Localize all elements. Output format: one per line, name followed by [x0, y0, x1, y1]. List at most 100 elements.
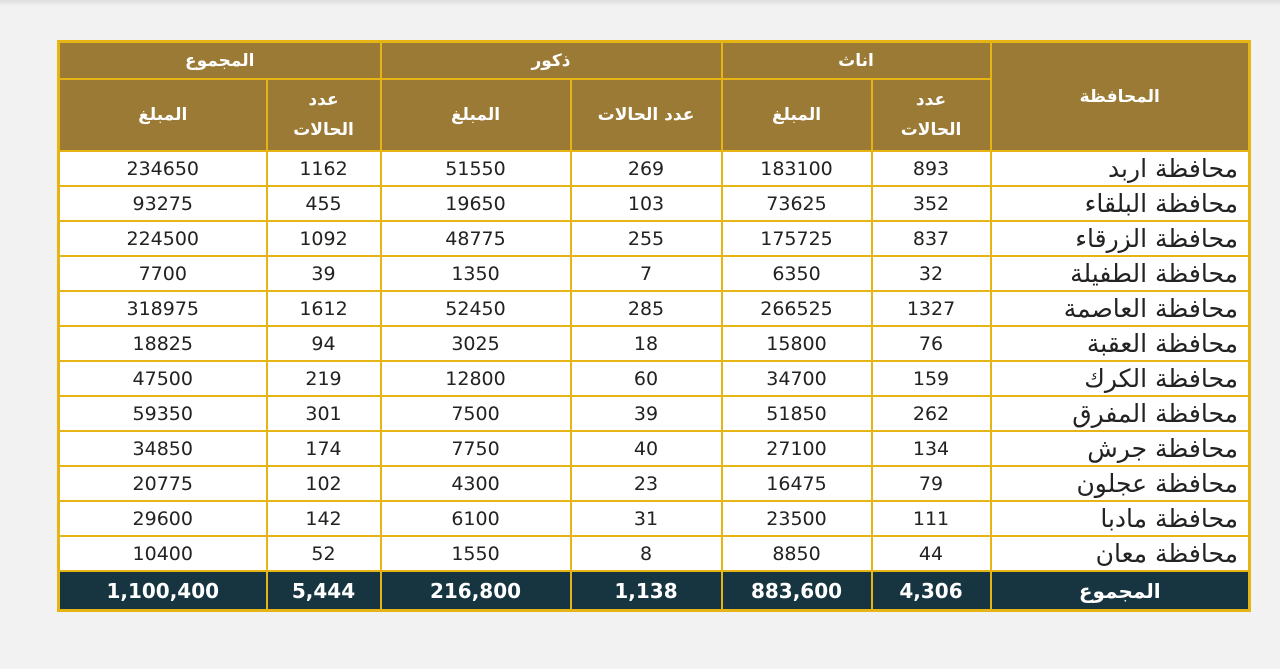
header-total: المجموع: [57, 40, 382, 80]
males-amount-cell: 48775: [379, 220, 572, 257]
table-row: محافظة عجلون 79 16475 23 4300 102 20775: [57, 465, 1251, 502]
males-amount-cell: 52450: [379, 290, 572, 327]
total-amount-cell: 47500: [57, 360, 268, 397]
table-row: محافظة جرش 134 27100 40 7750 174 34850: [57, 430, 1251, 467]
total-cases-cell: 455: [265, 185, 382, 222]
males-amount-cell: 19650: [379, 185, 572, 222]
table-row: محافظة العاصمة 1327 266525 285 52450 1612 3189…: [57, 290, 1251, 327]
females-cases-cell: 262: [870, 395, 992, 432]
governorate-cell: محافظة معان: [989, 535, 1251, 572]
total-amount-cell: 10400: [57, 535, 268, 572]
males-amount-cell: 1550: [379, 535, 572, 572]
header-males-cases: عدد الحالات: [569, 78, 723, 152]
totals-females-cases: 4,306: [870, 570, 992, 612]
females-amount-cell: 51850: [720, 395, 873, 432]
top-shadow: [0, 0, 1280, 6]
females-cases-cell: 352: [870, 185, 992, 222]
totals-label: المجموع: [989, 570, 1251, 612]
header-males-amount: المبلغ: [379, 78, 572, 152]
females-cases-cell: 44: [870, 535, 992, 572]
females-amount-cell: 16475: [720, 465, 873, 502]
males-amount-cell: 4300: [379, 465, 572, 502]
header-total-cases: عدد الحالات: [265, 78, 382, 152]
totals-males-amount: 216,800: [379, 570, 572, 612]
table-row: محافظة معان 44 8850 8 1550 52 10400: [57, 535, 1251, 572]
governorate-cell: محافظة جرش: [989, 430, 1251, 467]
total-amount-cell: 34850: [57, 430, 268, 467]
header-governorate: المحافظة: [989, 40, 1251, 152]
total-amount-cell: 20775: [57, 465, 268, 502]
header-females-cases: عدد الحالات: [870, 78, 992, 152]
males-cases-cell: 103: [569, 185, 723, 222]
governorate-cell: محافظة العاصمة: [989, 290, 1251, 327]
females-amount-cell: 34700: [720, 360, 873, 397]
males-cases-cell: 8: [569, 535, 723, 572]
header-total-amount: المبلغ: [57, 78, 268, 152]
totals-females-amount: 883,600: [720, 570, 873, 612]
males-cases-cell: 40: [569, 430, 723, 467]
females-amount-cell: 175725: [720, 220, 873, 257]
total-amount-cell: 318975: [57, 290, 268, 327]
males-cases-cell: 39: [569, 395, 723, 432]
males-amount-cell: 7500: [379, 395, 572, 432]
males-cases-cell: 31: [569, 500, 723, 537]
males-amount-cell: 6100: [379, 500, 572, 537]
males-amount-cell: 7750: [379, 430, 572, 467]
total-amount-cell: 224500: [57, 220, 268, 257]
males-amount-cell: 51550: [379, 150, 572, 187]
table-row: محافظة العقبة 76 15800 18 3025 94 18825: [57, 325, 1251, 362]
total-cases-cell: 94: [265, 325, 382, 362]
females-cases-cell: 76: [870, 325, 992, 362]
females-amount-cell: 27100: [720, 430, 873, 467]
females-amount-cell: 183100: [720, 150, 873, 187]
males-cases-cell: 285: [569, 290, 723, 327]
totals-total-cases: 5,444: [265, 570, 382, 612]
females-cases-cell: 79: [870, 465, 992, 502]
table-row: محافظة اربد 893 183100 269 51550 1162 234650: [57, 150, 1251, 187]
females-cases-cell: 159: [870, 360, 992, 397]
males-cases-cell: 269: [569, 150, 723, 187]
governorate-cell: محافظة العقبة: [989, 325, 1251, 362]
governorate-cases-table: المحافظة اناث ذكور المجموع عدد الحالات ا…: [57, 40, 1251, 612]
total-cases-cell: 1092: [265, 220, 382, 257]
table-row: محافظة الطفيلة 32 6350 7 1350 39 7700: [57, 255, 1251, 292]
totals-males-cases: 1,138: [569, 570, 723, 612]
table-row: محافظة الكرك 159 34700 60 12800 219 47500: [57, 360, 1251, 397]
totals-row: المجموع 4,306 883,600 1,138 216,800 5,44…: [57, 570, 1251, 612]
males-amount-cell: 12800: [379, 360, 572, 397]
females-cases-cell: 32: [870, 255, 992, 292]
males-cases-cell: 23: [569, 465, 723, 502]
total-amount-cell: 18825: [57, 325, 268, 362]
header-row-subcolumns: عدد الحالات المبلغ عدد الحالات المبلغ عد…: [57, 78, 1250, 152]
males-cases-cell: 60: [569, 360, 723, 397]
females-amount-cell: 23500: [720, 500, 873, 537]
table-container: المحافظة اناث ذكور المجموع عدد الحالات ا…: [57, 40, 1251, 612]
total-cases-cell: 102: [265, 465, 382, 502]
females-amount-cell: 73625: [720, 185, 873, 222]
total-cases-cell: 219: [265, 360, 382, 397]
governorate-cell: محافظة الطفيلة: [989, 255, 1251, 292]
total-amount-cell: 7700: [57, 255, 268, 292]
females-cases-cell: 111: [870, 500, 992, 537]
total-cases-cell: 52: [265, 535, 382, 572]
males-cases-cell: 255: [569, 220, 723, 257]
governorate-cell: محافظة الكرك: [989, 360, 1251, 397]
females-cases-cell: 837: [870, 220, 992, 257]
males-cases-cell: 18: [569, 325, 723, 362]
total-cases-cell: 39: [265, 255, 382, 292]
header-total-cases-label: عدد الحالات: [293, 90, 354, 140]
females-amount-cell: 8850: [720, 535, 873, 572]
males-amount-cell: 3025: [379, 325, 572, 362]
total-cases-cell: 174: [265, 430, 382, 467]
females-cases-cell: 134: [870, 430, 992, 467]
total-amount-cell: 234650: [57, 150, 268, 187]
females-amount-cell: 266525: [720, 290, 873, 327]
total-cases-cell: 142: [265, 500, 382, 537]
total-cases-cell: 301: [265, 395, 382, 432]
males-amount-cell: 1350: [379, 255, 572, 292]
governorate-cell: محافظة اربد: [989, 150, 1251, 187]
governorate-cell: محافظة الزرقاء: [989, 220, 1251, 257]
total-amount-cell: 93275: [57, 185, 268, 222]
header-females: اناث: [720, 40, 992, 80]
header-males: ذكور: [379, 40, 723, 80]
